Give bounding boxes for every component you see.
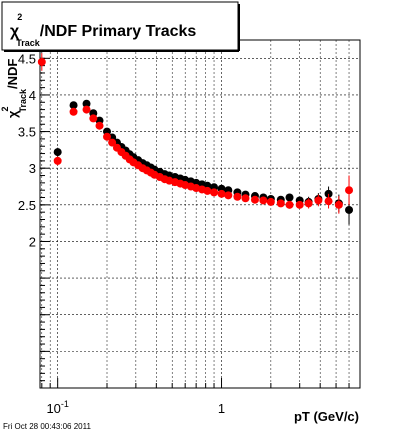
y-tick-label: 4.5 <box>18 51 36 66</box>
data-point <box>295 200 304 209</box>
title-symbol: χ <box>10 23 20 40</box>
ylabel-symbol: χ <box>5 110 20 118</box>
data-point <box>233 192 242 201</box>
series-red <box>37 53 354 214</box>
data-point <box>89 114 98 123</box>
data-point <box>334 200 343 209</box>
data-point <box>241 194 250 203</box>
data-point <box>95 121 104 130</box>
data-point <box>345 205 354 214</box>
data-point <box>103 132 112 141</box>
data-point <box>250 195 259 204</box>
x-tick-labels: 10-1 1 <box>46 399 225 416</box>
data-point <box>266 197 275 206</box>
data-point <box>69 101 78 110</box>
title-superscript: 2 <box>17 12 22 22</box>
x-tick-label: 10-1 <box>46 399 68 416</box>
plot-frame <box>39 39 361 389</box>
ylabel-text: /NDF <box>5 59 20 89</box>
data-point <box>304 199 313 208</box>
y-tick-labels: 2 2.5 3 3.5 4 4.5 <box>18 51 36 249</box>
data-point <box>345 186 354 195</box>
x-tick-label: 1 <box>218 401 225 416</box>
data-point <box>324 197 333 206</box>
data-point <box>314 196 323 205</box>
data-point <box>108 138 117 147</box>
title-text: /NDF Primary Tracks <box>40 23 197 40</box>
data-point <box>224 191 233 200</box>
y-tick-label: 4 <box>29 88 36 103</box>
x-axis-title: pT (GeV/c) <box>294 409 359 424</box>
data-point <box>82 105 91 114</box>
y-tick-label: 2.5 <box>18 198 36 213</box>
series-black <box>37 34 354 225</box>
data-point <box>259 196 268 205</box>
series-layer <box>37 34 354 225</box>
y-axis-title: χ2 Track/NDF <box>0 59 28 118</box>
ylabel-subscript: Track <box>18 88 28 113</box>
data-point <box>217 189 226 198</box>
data-point <box>37 57 46 66</box>
grid <box>40 40 360 388</box>
data-point <box>276 199 285 208</box>
data-point <box>210 188 219 197</box>
y-tick-label: 3.5 <box>18 125 36 140</box>
ylabel-superscript: 2 <box>0 107 10 112</box>
data-point <box>285 193 294 202</box>
axis-ticks <box>40 43 350 389</box>
title-box: χ2 Track/NDF Primary Tracks <box>1 1 240 52</box>
data-point <box>82 99 91 108</box>
y-tick-label: 3 <box>29 161 36 176</box>
footer-timestamp: Fri Oct 28 00:43:06 2011 <box>3 422 91 431</box>
title-subscript: Track <box>16 38 41 48</box>
data-point <box>203 186 212 195</box>
y-tick-label: 2 <box>29 234 36 249</box>
data-point <box>285 200 294 209</box>
data-point <box>53 156 62 165</box>
data-point <box>53 148 62 157</box>
data-point <box>69 107 78 116</box>
